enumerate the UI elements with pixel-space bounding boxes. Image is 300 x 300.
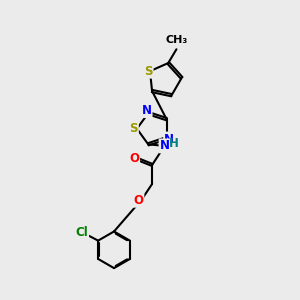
Text: N: N: [160, 140, 170, 152]
Text: S: S: [129, 122, 138, 135]
Text: N: N: [142, 104, 152, 117]
Text: H: H: [169, 137, 178, 150]
Text: Cl: Cl: [75, 226, 88, 238]
Text: N: N: [164, 133, 174, 146]
Text: O: O: [129, 152, 139, 165]
Text: CH₃: CH₃: [165, 35, 188, 45]
Text: O: O: [134, 194, 143, 207]
Text: S: S: [144, 65, 153, 78]
